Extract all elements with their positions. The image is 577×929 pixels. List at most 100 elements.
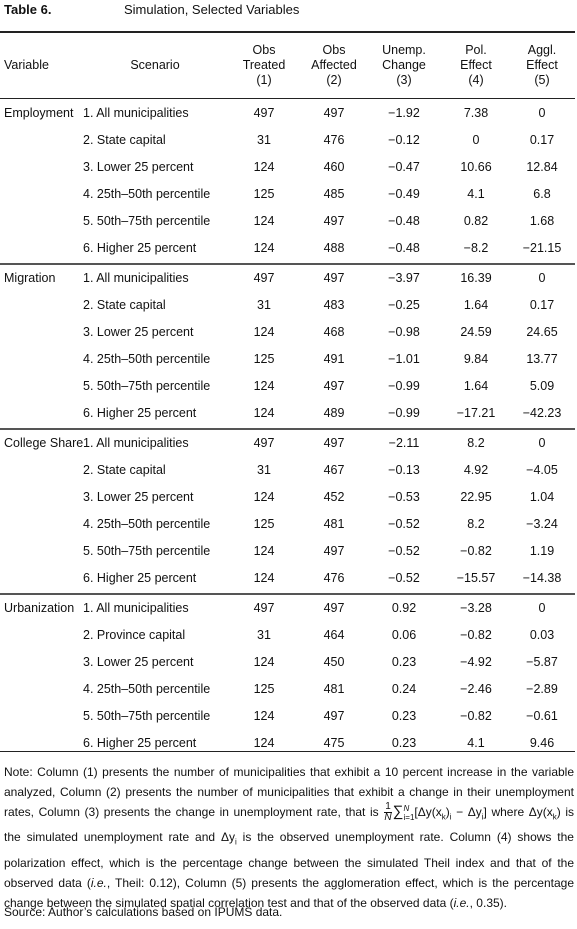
table-row: College Share 1. All municipalities 497 497… xyxy=(0,430,575,457)
value-cell-treated: 31 xyxy=(257,298,271,312)
value-cell-aggl: −42.23 xyxy=(522,406,562,420)
value-cell-affected: 450 xyxy=(323,655,345,669)
value-cell-aggl: 1.04 xyxy=(529,490,555,504)
value-cell-affected: 497 xyxy=(323,379,345,393)
value-cell-affected: 481 xyxy=(323,517,345,531)
value-cell-pol: 4.1 xyxy=(467,736,485,750)
value-cell-unemp: −0.99 xyxy=(388,379,420,393)
value-cell-affected: 497 xyxy=(323,214,345,228)
value-cell-pol: 9.84 xyxy=(463,352,489,366)
value-cell-affected: 497 xyxy=(323,709,345,723)
scenario-cell: 5. 50th–75th percentile xyxy=(83,214,211,228)
value-cell-unemp: 0.23 xyxy=(391,655,417,669)
variable-group: College Share 1. All municipalities 497 497… xyxy=(0,430,575,592)
value-cell-unemp: −0.52 xyxy=(388,544,420,558)
header-variable: Variable xyxy=(4,57,49,72)
scenario-cell: 2. State capital xyxy=(83,463,166,477)
value-cell-unemp: 0.92 xyxy=(391,601,417,615)
variable-label: Employment xyxy=(4,106,74,120)
scenario-cell: 5. 50th–75th percentile xyxy=(83,379,211,393)
value-cell-aggl: 5.09 xyxy=(529,379,555,393)
group-separator xyxy=(0,263,575,265)
variable-group: Migration 1. All municipalities 497 497 −3.9… xyxy=(0,265,575,427)
header-unemp-change: Unemp. Change (3) xyxy=(382,42,426,87)
value-cell-aggl: 0 xyxy=(538,601,546,615)
scenario-cell: 3. Lower 25 percent xyxy=(83,325,194,339)
value-cell-pol: 4.92 xyxy=(463,463,489,477)
table-row: Employment 1. All municipalities 497 497 −1.… xyxy=(0,100,575,127)
value-cell-pol: −4.92 xyxy=(460,655,492,669)
table-row: 2. State capital 31 483 −0.25 1.64 0.17 xyxy=(0,292,575,319)
source-line: Source: Author’s calculations based on I… xyxy=(4,905,283,919)
value-cell-pol: 0.82 xyxy=(463,214,489,228)
scenario-cell: 4. 25th–50th percentile xyxy=(83,352,211,366)
value-cell-affected: 475 xyxy=(323,736,345,750)
value-cell-unemp: −0.52 xyxy=(388,517,420,531)
value-cell-treated: 124 xyxy=(253,736,275,750)
value-cell-aggl: −3.24 xyxy=(526,517,558,531)
value-cell-pol: −0.82 xyxy=(460,628,492,642)
scenario-cell: 6. Higher 25 percent xyxy=(83,736,197,750)
scenario-cell: 6. Higher 25 percent xyxy=(83,406,197,420)
value-cell-pol: −3.28 xyxy=(460,601,492,615)
value-cell-unemp: −0.49 xyxy=(388,187,420,201)
scenario-cell: 5. 50th–75th percentile xyxy=(83,709,211,723)
value-cell-affected: 460 xyxy=(323,160,345,174)
value-cell-aggl: 0.17 xyxy=(529,133,555,147)
table-row: 3. Lower 25 percent 124 468 −0.98 24.59 24.65 xyxy=(0,319,575,346)
value-cell-aggl: 1.68 xyxy=(529,214,555,228)
scenario-cell: 3. Lower 25 percent xyxy=(83,490,194,504)
value-cell-pol: −17.21 xyxy=(456,406,496,420)
value-cell-unemp: 0.23 xyxy=(391,736,417,750)
scenario-cell: 4. 25th–50th percentile xyxy=(83,517,211,531)
value-cell-affected: 489 xyxy=(323,406,345,420)
header-obs-treated: Obs Treated (1) xyxy=(242,42,286,87)
value-cell-treated: 124 xyxy=(253,709,275,723)
value-cell-aggl: 0.17 xyxy=(529,298,555,312)
value-cell-pol: 24.59 xyxy=(460,325,492,339)
header-scenario: Scenario xyxy=(130,57,180,72)
value-cell-affected: 468 xyxy=(323,325,345,339)
table-row: 3. Lower 25 percent 124 452 −0.53 22.95 1.04 xyxy=(0,484,575,511)
value-cell-unemp: −0.52 xyxy=(388,571,420,585)
value-cell-unemp: −1.01 xyxy=(388,352,420,366)
variable-label: Migration xyxy=(4,271,56,285)
value-cell-pol: −0.82 xyxy=(460,709,492,723)
table-row: 4. 25th–50th percentile 125 491 −1.01 9.84 13… xyxy=(0,346,575,373)
value-cell-treated: 124 xyxy=(253,325,275,339)
value-cell-aggl: 13.77 xyxy=(526,352,558,366)
header-rule xyxy=(0,98,575,99)
value-cell-pol: 1.64 xyxy=(463,298,489,312)
value-cell-unemp: −0.13 xyxy=(388,463,420,477)
value-cell-aggl: 0 xyxy=(538,436,546,450)
scenario-cell: 1. All municipalities xyxy=(83,106,189,120)
value-cell-aggl: −0.61 xyxy=(526,709,558,723)
header-pol-effect: Pol. Effect (4) xyxy=(460,42,492,87)
variable-group: Urbanization 1. All municipalities 497 497 0… xyxy=(0,595,575,757)
variable-label: College Share xyxy=(4,436,84,450)
table-row: 3. Lower 25 percent 124 450 0.23 −4.92 −5.87 xyxy=(0,649,575,676)
table-caption: Table 6. Simulation, Selected Variables xyxy=(4,2,299,20)
value-cell-unemp: 0.06 xyxy=(391,628,417,642)
value-cell-unemp: −0.48 xyxy=(388,241,420,255)
value-cell-aggl: 0.03 xyxy=(529,628,555,642)
value-cell-treated: 497 xyxy=(253,601,275,615)
scenario-cell: 1. All municipalities xyxy=(83,601,189,615)
table-row: 4. 25th–50th percentile 125 481 −0.52 8.2 −3.… xyxy=(0,511,575,538)
value-cell-treated: 497 xyxy=(253,436,275,450)
value-cell-affected: 464 xyxy=(323,628,345,642)
table-number: Table 6. xyxy=(4,2,52,17)
value-cell-unemp: −1.92 xyxy=(388,106,420,120)
value-cell-pol: 8.2 xyxy=(467,517,485,531)
value-cell-pol: 10.66 xyxy=(460,160,492,174)
value-cell-pol: −0.82 xyxy=(460,544,492,558)
value-cell-pol: 1.64 xyxy=(463,379,489,393)
group-separator xyxy=(0,593,575,595)
value-cell-treated: 31 xyxy=(257,133,271,147)
value-cell-treated: 124 xyxy=(253,571,275,585)
value-cell-treated: 125 xyxy=(253,352,275,366)
table-header: Variable Scenario Obs Treated (1) Obs Affec… xyxy=(0,33,575,97)
value-cell-affected: 497 xyxy=(323,436,345,450)
value-cell-unemp: −0.98 xyxy=(388,325,420,339)
scenario-cell: 5. 50th–75th percentile xyxy=(83,544,211,558)
